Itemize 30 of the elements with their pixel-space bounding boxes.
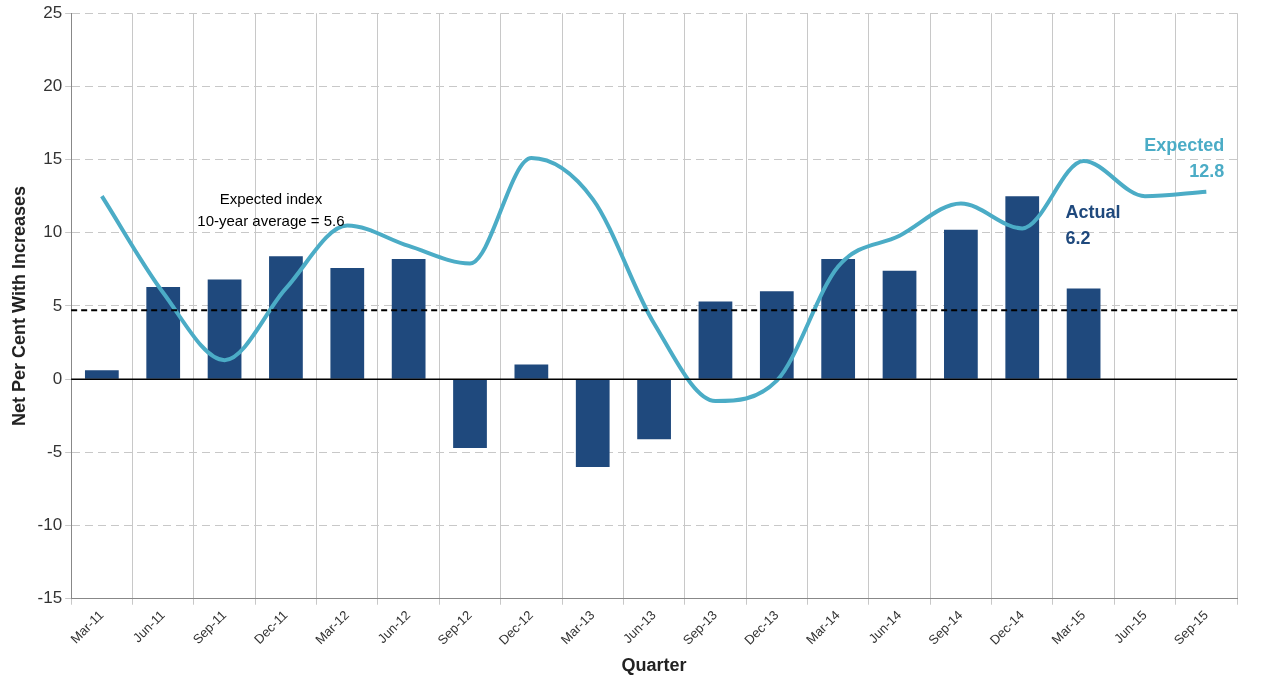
y-axis-title: Net Per Cent With Increases — [8, 186, 29, 426]
bar — [391, 259, 426, 379]
bar — [514, 364, 549, 379]
annotation: Expected index 10-year average = 5.6 — [197, 190, 345, 230]
y-tick-label: 5 — [52, 295, 63, 315]
y-tick-label: 25 — [43, 2, 63, 22]
y-tick-label: 20 — [43, 76, 63, 96]
bar — [575, 379, 610, 467]
bar — [698, 301, 733, 379]
bar — [207, 279, 242, 379]
y-tick-label: -15 — [37, 588, 63, 608]
bar — [821, 259, 856, 379]
bar — [1005, 196, 1040, 379]
bar — [1066, 288, 1101, 379]
y-tick-label: 15 — [43, 149, 63, 169]
bar — [269, 256, 303, 379]
annotation: Expected 12.8 — [1144, 134, 1225, 181]
bar — [637, 379, 671, 440]
bar — [759, 291, 794, 379]
x-axis-title: Quarter — [621, 655, 687, 676]
y-tick-label: 10 — [43, 222, 63, 242]
bar — [944, 229, 978, 379]
bar — [882, 270, 917, 379]
y-tick-label: 0 — [52, 368, 63, 388]
y-tick-label: -5 — [47, 442, 63, 462]
bar — [453, 379, 487, 448]
bar — [146, 286, 181, 379]
bar — [330, 267, 365, 379]
annotation: Actual 6.2 — [1065, 202, 1121, 249]
y-tick-label: -10 — [37, 515, 63, 535]
